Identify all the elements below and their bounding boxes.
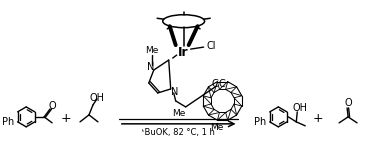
Text: Me: Me (145, 46, 158, 55)
Text: O: O (344, 98, 352, 108)
Text: OH: OH (293, 103, 308, 113)
Text: +: + (313, 112, 324, 125)
Text: OH: OH (90, 93, 104, 103)
Text: Me: Me (210, 123, 223, 132)
Text: Ph: Ph (2, 117, 14, 127)
Text: +: + (61, 112, 71, 125)
Text: Ir: Ir (178, 46, 189, 59)
Text: C: C (211, 79, 218, 89)
Text: N: N (171, 87, 178, 97)
Text: Cl: Cl (207, 41, 216, 51)
Text: ᵗBuOK, 82 °C, 1 h: ᵗBuOK, 82 °C, 1 h (142, 128, 215, 137)
Text: C: C (218, 79, 225, 89)
Text: Ph: Ph (254, 117, 266, 127)
Text: Me: Me (172, 109, 185, 118)
Text: O: O (48, 101, 56, 111)
Text: N: N (147, 62, 155, 72)
